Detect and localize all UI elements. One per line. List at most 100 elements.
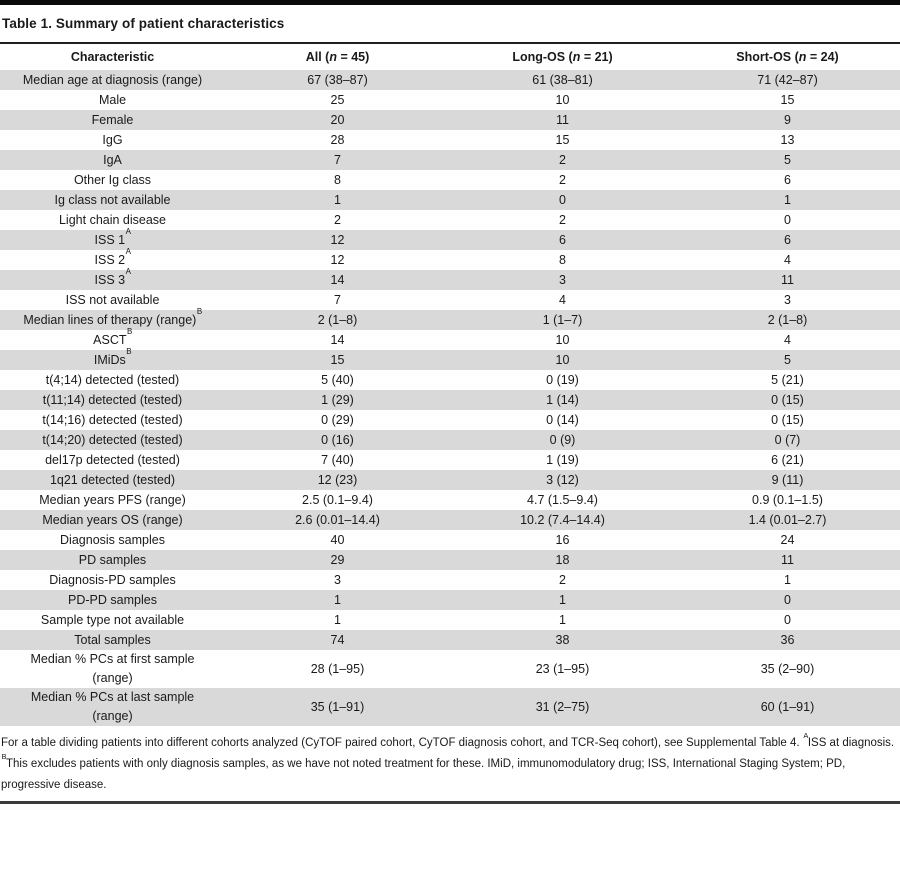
row-value-2: 2 (1–8) [767, 312, 808, 327]
table-row: Diagnosis samples 40 16 24 [0, 530, 900, 550]
bottom-divider [0, 801, 900, 804]
row-value-1: 1 (19) [546, 452, 579, 467]
row-label: PD-PD samples [68, 592, 157, 607]
footnote-marker: B [126, 347, 132, 357]
row-value-0: 7 [334, 292, 341, 307]
table-row: Median % PCs at last sample (range) 35 (1… [0, 688, 900, 726]
row-value-2: 3 [784, 292, 791, 307]
row-value-0: 7 (40) [321, 452, 354, 467]
row-value-2: 1 [784, 192, 791, 207]
column-header-2: Long-OS (n = 21) [512, 49, 613, 64]
footnote-marker: B [1, 751, 7, 761]
row-label: Median % PCs at last sample (range) [30, 690, 195, 723]
row-value-0: 40 [330, 532, 345, 547]
row-value-0: 15 [330, 352, 345, 367]
row-value-2: 6 [784, 232, 791, 247]
table-row: Sample type not available 1 1 0 [0, 610, 900, 630]
row-value-1: 38 [555, 632, 570, 647]
row-value-1: 18 [555, 552, 570, 567]
row-value-0: 1 [334, 612, 341, 627]
row-value-2: 1 [784, 572, 791, 587]
row-value-2: 6 [784, 172, 791, 187]
table-row: ASCTB 14 10 4 [0, 327, 900, 350]
table-row: Median years OS (range) 2.6 (0.01–14.4) 10… [0, 510, 900, 530]
table-row: Male 25 10 15 [0, 90, 900, 110]
row-label: ISS 1A [94, 227, 131, 247]
row-value-2: 4 [784, 332, 791, 347]
row-value-2: 5 (21) [771, 372, 804, 387]
row-label: ISS 3A [94, 267, 131, 287]
table-row: Median years PFS (range) 2.5 (0.1–9.4) 4.7… [0, 490, 900, 510]
row-value-1: 15 [555, 132, 570, 147]
table-row: t(4;14) detected (tested) 5 (40) 0 (19) 5 (… [0, 370, 900, 390]
row-value-1: 0 [559, 192, 566, 207]
row-value-0: 14 [330, 332, 345, 347]
row-value-1: 10 [555, 92, 570, 107]
row-value-0: 8 [334, 172, 341, 187]
n-variable: n [798, 49, 807, 64]
row-label: IMiDsB [93, 347, 132, 367]
row-value-1: 8 [559, 252, 566, 267]
row-value-2: 71 (42–87) [757, 72, 818, 87]
row-value-0: 35 (1–91) [310, 699, 365, 714]
row-value-1: 1 (1–7) [542, 312, 583, 327]
row-value-2: 13 [780, 132, 795, 147]
row-value-1: 2 [559, 172, 566, 187]
table-row: Diagnosis-PD samples 3 2 1 [0, 570, 900, 590]
row-value-1: 4 [559, 292, 566, 307]
row-label: Median % PCs at first sample (range) [30, 652, 195, 685]
row-value-0: 12 [330, 252, 345, 267]
row-value-2: 0 [784, 212, 791, 227]
row-value-0: 2 [334, 212, 341, 227]
row-label: PD samples [78, 552, 147, 567]
table-row: PD samples 29 18 11 [0, 550, 900, 570]
table-row: IMiDsB 15 10 5 [0, 347, 900, 370]
row-value-1: 61 (38–81) [532, 72, 593, 87]
footnote-marker: B [127, 327, 133, 337]
table-row: ISS 3A 14 3 11 [0, 267, 900, 290]
row-value-1: 1 [559, 612, 566, 627]
row-value-2: 0 [784, 612, 791, 627]
table-row: ISS not available 7 4 3 [0, 290, 900, 310]
n-variable: n [572, 49, 581, 64]
table-row: t(11;14) detected (tested) 1 (29) 1 (14) 0 … [0, 390, 900, 410]
row-value-1: 0 (9) [549, 432, 576, 447]
row-label: IgA [103, 152, 122, 167]
row-value-0: 12 [330, 232, 345, 247]
row-label: Female [91, 112, 134, 127]
row-value-1: 31 (2–75) [535, 699, 590, 714]
table-row: del17p detected (tested) 7 (40) 1 (19) 6 (2… [0, 450, 900, 470]
row-label: del17p detected (tested) [45, 452, 180, 467]
header-row: Characteristic All (n = 45) Long-OS (n = 2… [0, 44, 900, 70]
row-value-2: 24 [780, 532, 795, 547]
row-value-0: 12 (23) [317, 472, 358, 487]
row-value-2: 11 [781, 552, 794, 567]
row-value-1: 6 [559, 232, 566, 247]
row-label: Median years PFS (range) [39, 492, 186, 507]
table-top-border [0, 0, 900, 5]
row-value-0: 1 [334, 592, 341, 607]
row-label: t(4;14) detected (tested) [45, 372, 180, 387]
table-row: Median age at diagnosis (range) 67 (38–87… [0, 70, 900, 90]
row-value-2: 35 (2–90) [760, 661, 815, 676]
row-value-0: 25 [330, 92, 345, 107]
table-row: IgA 7 2 5 [0, 150, 900, 170]
row-value-2: 11 [781, 272, 794, 287]
row-value-0: 14 [330, 272, 345, 287]
row-label: Ig class not available [54, 192, 171, 207]
row-label: Diagnosis-PD samples [49, 572, 176, 587]
row-value-1: 10 [555, 352, 570, 367]
row-value-1: 10.2 (7.4–14.4) [520, 512, 605, 527]
table-row: ISS 2A 12 8 4 [0, 247, 900, 270]
row-value-1: 0 (19) [546, 372, 579, 387]
row-value-2: 5 [784, 352, 791, 367]
row-value-0: 2.6 (0.01–14.4) [295, 512, 380, 527]
table-row: Median % PCs at first sample (range) 28 (… [0, 650, 900, 688]
table-row: Other Ig class 8 2 6 [0, 170, 900, 190]
table-row: Median lines of therapy (range)B 2 (1–8) 1… [0, 308, 900, 330]
row-value-2: 0 (15) [771, 392, 804, 407]
table-row: 1q21 detected (tested) 12 (23) 3 (12) 9 (11… [0, 470, 900, 490]
column-header-1: All (n = 45) [305, 49, 370, 64]
row-value-0: 3 [334, 572, 341, 587]
footnote-marker: A [125, 247, 131, 257]
